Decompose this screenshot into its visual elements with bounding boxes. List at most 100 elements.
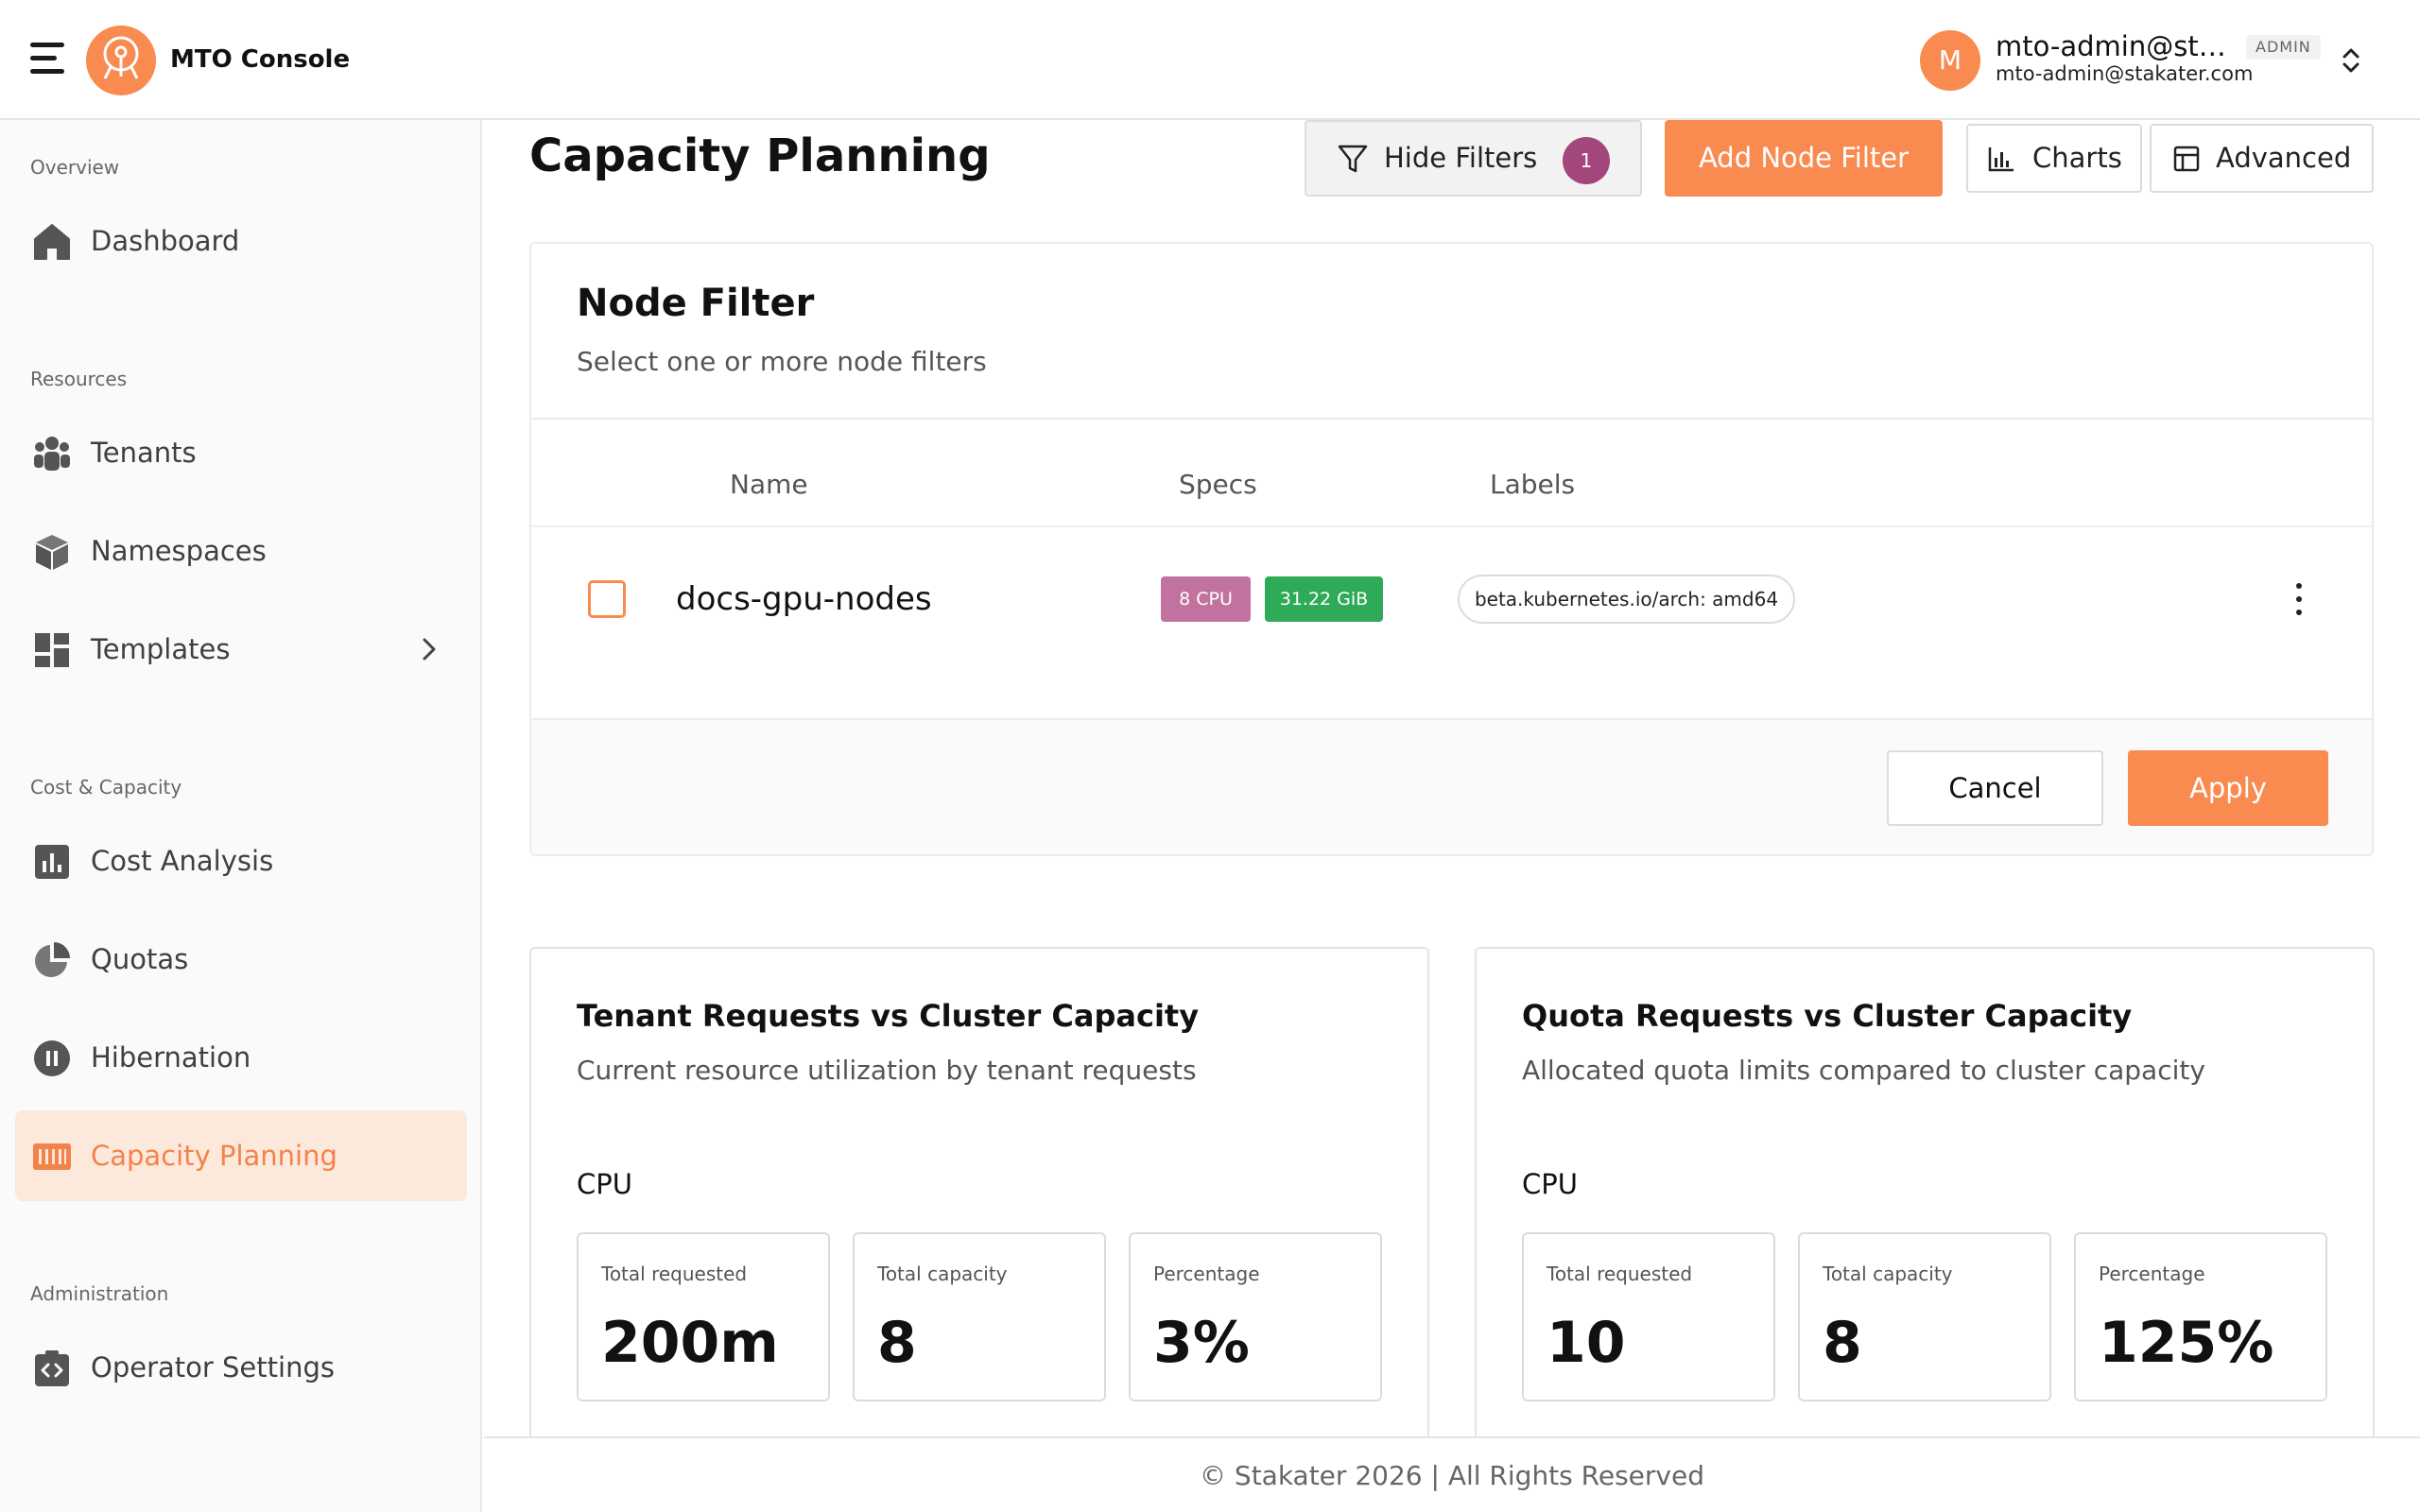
user-name[interactable]: mto-admin@sta...: [1996, 30, 2241, 62]
memory-spec-badge: 31.22 GiB: [1265, 576, 1383, 622]
stat-percentage: Percentage 125%: [2074, 1232, 2327, 1401]
sidebar-item-quotas[interactable]: Quotas: [15, 914, 467, 1005]
cube-icon: [32, 532, 72, 572]
bar-chart-icon: [1987, 145, 2015, 173]
card-subtitle: Allocated quota limits compared to clust…: [1522, 1055, 2205, 1086]
charts-button[interactable]: Charts: [1966, 124, 2142, 193]
resource-label: CPU: [1522, 1168, 1578, 1200]
sidebar-item-namespaces[interactable]: Namespaces: [15, 506, 467, 596]
column-header-labels[interactable]: Labels: [1490, 469, 1576, 500]
cpu-spec-badge: 8 CPU: [1161, 576, 1251, 622]
table-layout-icon: [2172, 145, 2201, 173]
quota-capacity-card: Quota Requests vs Cluster Capacity Alloc…: [1475, 947, 2375, 1512]
sidebar-item-capacity-planning[interactable]: Capacity Planning: [15, 1110, 467, 1201]
divider: [531, 525, 2372, 527]
advanced-label: Advanced: [2216, 142, 2352, 174]
stat-label: Total requested: [1547, 1263, 1693, 1285]
nav-section-cost-capacity: Cost & Capacity: [30, 776, 182, 799]
user-avatar[interactable]: M: [1920, 30, 1980, 91]
node-filter-subtitle: Select one or more node filters: [577, 346, 987, 377]
stat-value: 125%: [2099, 1310, 2274, 1376]
sidebar-item-label: Namespaces: [91, 535, 267, 567]
node-filter-card: Node Filter Select one or more node filt…: [529, 242, 2374, 856]
stat-total-requested: Total requested 200m: [577, 1232, 830, 1401]
sidebar-item-label: Cost Analysis: [91, 845, 274, 877]
nav-section-resources: Resources: [30, 368, 128, 390]
apply-button[interactable]: Apply: [2128, 750, 2328, 826]
node-filter-footer: Cancel Apply: [531, 718, 2372, 854]
tenant-capacity-card: Tenant Requests vs Cluster Capacity Curr…: [529, 947, 1429, 1512]
card-title: Quota Requests vs Cluster Capacity: [1522, 998, 2133, 1034]
sidebar-item-tenants[interactable]: Tenants: [15, 407, 467, 498]
sidebar-item-operator-settings[interactable]: Operator Settings: [15, 1322, 467, 1413]
stat-total-capacity: Total capacity 8: [853, 1232, 1106, 1401]
sidebar: Overview Dashboard Resources Tenants: [0, 120, 482, 1512]
stat-label: Percentage: [2099, 1263, 2205, 1285]
nav-section-administration: Administration: [30, 1282, 169, 1305]
cancel-label: Cancel: [1948, 772, 2042, 804]
sidebar-item-label: Operator Settings: [91, 1351, 335, 1383]
stat-label: Total requested: [601, 1263, 748, 1285]
chevron-up-down-icon[interactable]: [2339, 44, 2363, 77]
sidebar-item-label: Hibernation: [91, 1041, 251, 1074]
card-subtitle: Current resource utilization by tenant r…: [577, 1055, 1197, 1086]
stat-value: 200m: [601, 1310, 779, 1376]
stat-label: Total capacity: [1823, 1263, 1953, 1285]
stat-value: 10: [1547, 1310, 1626, 1376]
pause-circle-icon: [32, 1039, 72, 1078]
row-checkbox[interactable]: [588, 580, 626, 618]
sidebar-item-label: Templates: [91, 633, 231, 665]
sidebar-item-label: Capacity Planning: [91, 1140, 337, 1172]
cancel-button[interactable]: Cancel: [1887, 750, 2103, 826]
sidebar-item-templates[interactable]: Templates: [15, 604, 467, 695]
chevron-right-icon[interactable]: [416, 636, 442, 662]
more-options-icon[interactable]: [2293, 580, 2305, 618]
users-icon: [32, 434, 72, 473]
sidebar-item-hibernation[interactable]: Hibernation: [15, 1012, 467, 1103]
charts-label: Charts: [2032, 142, 2122, 174]
stat-value: 3%: [1153, 1310, 1250, 1376]
nav-section-overview: Overview: [30, 156, 120, 179]
add-node-filter-label: Add Node Filter: [1698, 142, 1910, 174]
stat-value: 8: [877, 1310, 917, 1376]
role-badge: ADMIN: [2246, 35, 2321, 60]
stat-percentage: Percentage 3%: [1129, 1232, 1382, 1401]
resource-label: CPU: [577, 1168, 632, 1200]
stat-label: Total capacity: [877, 1263, 1008, 1285]
stat-label: Percentage: [1153, 1263, 1260, 1285]
page-footer: © Stakater 2026 | All Rights Reserved: [484, 1436, 2420, 1512]
bar-chart-icon: [32, 842, 72, 882]
sidebar-item-cost-analysis[interactable]: Cost Analysis: [15, 816, 467, 906]
sidebar-item-label: Dashboard: [91, 225, 240, 257]
mto-logo-icon: [86, 26, 156, 95]
user-email: mto-admin@stakater.com: [1996, 62, 2254, 85]
sidebar-item-dashboard[interactable]: Dashboard: [15, 196, 467, 286]
apply-label: Apply: [2189, 772, 2267, 804]
dashboard-grid-icon: [32, 630, 72, 670]
node-label-chip: beta.kubernetes.io/arch: amd64: [1458, 575, 1795, 624]
sidebar-item-label: Tenants: [91, 437, 197, 469]
filter-count-badge: 1: [1563, 137, 1610, 184]
node-filter-name: docs-gpu-nodes: [676, 580, 932, 618]
hide-filters-button[interactable]: Hide Filters 1: [1305, 120, 1642, 197]
code-clipboard-icon: [32, 1349, 72, 1388]
pie-chart-icon: [32, 940, 72, 980]
hide-filters-label: Hide Filters: [1384, 142, 1538, 174]
advanced-button[interactable]: Advanced: [2150, 124, 2374, 193]
page-title: Capacity Planning: [529, 129, 991, 182]
app-name: MTO Console: [170, 45, 351, 74]
divider: [531, 418, 2372, 420]
filter-icon: [1337, 143, 1369, 175]
add-node-filter-button[interactable]: Add Node Filter: [1665, 120, 1943, 197]
column-header-name[interactable]: Name: [730, 469, 808, 500]
home-icon: [32, 222, 72, 262]
column-header-specs[interactable]: Specs: [1179, 469, 1257, 500]
top-bar: MTO Console M mto-admin@sta... ADMIN mto…: [0, 0, 2420, 120]
menu-icon[interactable]: [30, 43, 64, 75]
node-filter-title: Node Filter: [577, 282, 815, 325]
stat-total-requested: Total requested 10: [1522, 1232, 1775, 1401]
barcode-icon: [32, 1137, 72, 1177]
stat-value: 8: [1823, 1310, 1862, 1376]
sidebar-item-label: Quotas: [91, 943, 189, 975]
stat-total-capacity: Total capacity 8: [1798, 1232, 2051, 1401]
